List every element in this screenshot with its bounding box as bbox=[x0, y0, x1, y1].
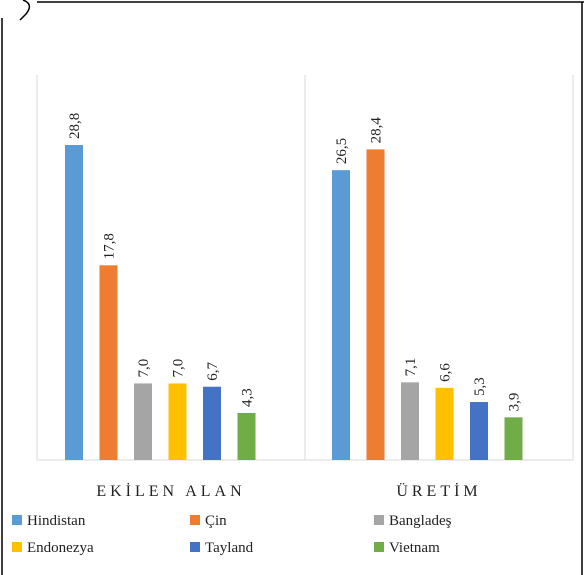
legend-label-1: Çin bbox=[205, 513, 227, 529]
legend-label-5: Vietnam bbox=[389, 540, 440, 556]
category-label-1: ÜRETİM bbox=[396, 482, 481, 500]
data-label-1-1: 28,4 bbox=[369, 117, 385, 144]
legend-label-3: Endonezya bbox=[27, 540, 94, 556]
category-label-0: EKİLEN ALAN bbox=[96, 482, 245, 500]
bar-0-2 bbox=[134, 383, 152, 460]
data-label-0-2: 7,0 bbox=[136, 359, 152, 378]
data-labels-layer: 28,8 17,8 7,0 7,0 6,7 4,3 26,5 28,4 7,1 6,6 5,3 3,9 bbox=[67, 113, 523, 412]
legend: Hindistan Çin Bangladeş Endonezya Tayland Vie… bbox=[12, 513, 452, 556]
data-label-0-4: 6,7 bbox=[205, 361, 221, 380]
bars-layer bbox=[65, 145, 523, 460]
legend-label-0: Hindistan bbox=[27, 513, 86, 529]
bar-0-4 bbox=[203, 386, 221, 460]
legend-swatch-3 bbox=[12, 542, 22, 552]
bar-0-1 bbox=[99, 265, 118, 460]
legend-swatch-2 bbox=[374, 515, 384, 525]
data-label-0-1: 17,8 bbox=[102, 233, 118, 259]
bar-1-5 bbox=[504, 417, 523, 460]
frame-corner-arc bbox=[19, 0, 31, 21]
data-label-0-5: 4,3 bbox=[240, 388, 256, 407]
data-label-1-3: 6,6 bbox=[438, 363, 454, 382]
bar-1-4 bbox=[470, 402, 488, 460]
legend-swatch-5 bbox=[374, 542, 384, 552]
bar-1-0 bbox=[332, 170, 350, 460]
legend-swatch-1 bbox=[190, 515, 200, 525]
data-label-1-2: 7,1 bbox=[403, 358, 419, 377]
category-labels-layer: EKİLEN ALAN ÜRETİM bbox=[96, 482, 481, 500]
bar-0-0 bbox=[65, 145, 83, 460]
bar-1-3 bbox=[435, 387, 454, 460]
data-label-1-0: 26,5 bbox=[334, 138, 350, 164]
bar-0-3 bbox=[168, 383, 187, 460]
data-label-1-4: 5,3 bbox=[472, 377, 488, 396]
data-label-0-0: 28,8 bbox=[67, 113, 83, 139]
data-label-1-5: 3,9 bbox=[507, 393, 523, 412]
legend-label-2: Bangladeş bbox=[389, 513, 452, 529]
bar-1-1 bbox=[366, 149, 385, 460]
bar-1-2 bbox=[401, 382, 419, 460]
bar-0-5 bbox=[237, 412, 256, 460]
data-label-0-3: 7,0 bbox=[171, 359, 187, 378]
legend-label-4: Tayland bbox=[205, 540, 254, 556]
legend-swatch-0 bbox=[12, 515, 22, 525]
legend-swatch-4 bbox=[190, 542, 200, 552]
